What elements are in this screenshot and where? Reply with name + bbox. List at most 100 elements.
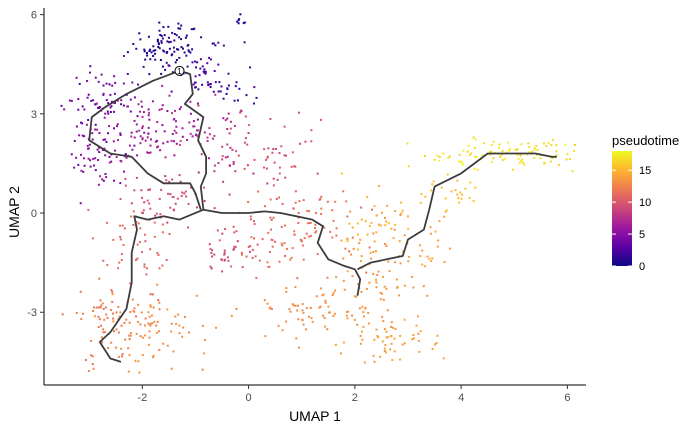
data-point	[245, 94, 248, 97]
data-point	[528, 146, 531, 148]
data-point	[161, 223, 164, 226]
data-point	[381, 315, 384, 318]
data-point	[302, 323, 305, 326]
data-point	[95, 102, 98, 105]
data-point	[137, 103, 140, 106]
data-point	[458, 160, 461, 163]
data-point	[368, 225, 371, 227]
data-point	[199, 58, 202, 61]
data-point	[246, 164, 249, 167]
data-point	[434, 230, 437, 233]
data-point	[472, 200, 475, 202]
data-point	[147, 152, 150, 154]
data-point	[375, 278, 377, 281]
data-point	[170, 139, 173, 142]
data-point	[253, 158, 256, 161]
data-point	[164, 68, 167, 71]
data-point	[111, 293, 114, 296]
data-point	[216, 229, 219, 232]
data-point	[334, 343, 337, 346]
data-point	[276, 178, 279, 181]
data-point	[351, 236, 354, 239]
data-point	[475, 156, 478, 158]
data-point	[113, 127, 115, 130]
data-point	[148, 50, 151, 52]
data-point	[400, 212, 403, 215]
data-point	[226, 117, 229, 120]
data-point	[77, 163, 80, 166]
data-point	[535, 153, 538, 156]
data-point	[564, 143, 567, 146]
data-point	[118, 315, 121, 318]
data-point	[161, 104, 164, 107]
root-node: 1	[174, 65, 185, 76]
data-point	[83, 157, 86, 160]
data-point	[129, 110, 132, 113]
data-point	[180, 24, 183, 27]
data-point	[438, 159, 440, 162]
data-point	[342, 341, 345, 344]
data-point	[388, 270, 391, 273]
data-point	[520, 143, 523, 146]
data-point	[358, 242, 361, 245]
data-point	[377, 336, 380, 339]
data-point	[266, 302, 269, 305]
data-point	[117, 267, 120, 270]
data-point	[102, 328, 105, 331]
data-point	[174, 109, 176, 112]
data-point	[91, 363, 94, 366]
data-point	[269, 216, 272, 219]
data-point	[247, 132, 250, 134]
data-point	[499, 155, 501, 158]
data-point	[154, 140, 157, 143]
data-point	[87, 119, 90, 121]
data-point	[219, 90, 222, 93]
data-point	[384, 216, 386, 219]
data-point	[120, 103, 123, 106]
data-point	[142, 209, 145, 212]
data-point	[198, 74, 201, 77]
data-point	[148, 330, 151, 333]
data-point	[200, 36, 203, 39]
data-point	[123, 321, 126, 324]
data-point	[212, 42, 215, 45]
data-point	[96, 148, 99, 151]
data-point	[156, 40, 159, 43]
data-point	[290, 165, 293, 168]
data-point	[565, 158, 568, 161]
data-point	[143, 131, 146, 134]
trajectory-branch	[203, 208, 362, 296]
data-point	[201, 65, 204, 68]
data-point	[375, 250, 377, 253]
data-point	[83, 164, 86, 167]
data-point	[151, 293, 154, 296]
data-point	[141, 196, 144, 199]
data-point	[130, 215, 133, 218]
data-point	[159, 59, 162, 61]
data-point	[155, 130, 158, 133]
data-point	[151, 314, 153, 317]
data-point	[119, 311, 122, 314]
data-point	[293, 233, 296, 236]
data-point	[94, 169, 97, 172]
data-point	[360, 206, 363, 209]
data-point	[461, 193, 463, 196]
y-axis-title: UMAP 2	[6, 186, 22, 238]
data-point	[516, 148, 519, 151]
data-point	[356, 233, 359, 236]
data-point	[273, 161, 276, 164]
data-point	[110, 153, 113, 156]
y-tick-label: 0	[31, 208, 37, 220]
y-tick-label: 3	[31, 109, 37, 121]
data-point	[125, 318, 128, 321]
data-point	[77, 98, 80, 100]
data-point	[361, 338, 364, 341]
data-point	[378, 223, 380, 226]
data-point	[60, 104, 63, 107]
data-point	[132, 224, 135, 226]
data-point	[253, 86, 256, 89]
data-point	[474, 186, 477, 189]
data-point	[389, 348, 392, 351]
data-point	[428, 257, 431, 260]
